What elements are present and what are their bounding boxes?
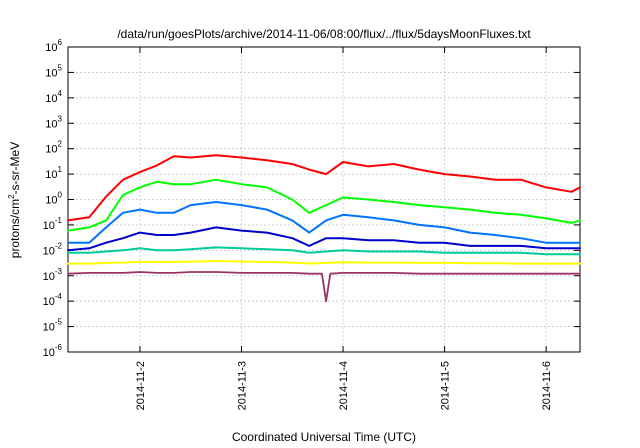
chart-title: /data/run/goesPlots/archive/2014-11-06/0…	[117, 27, 531, 41]
series-lines	[67, 154, 581, 303]
y-tick-exponent: 3	[58, 114, 63, 123]
y-tick-exponent: -2	[55, 241, 63, 250]
x-tick-labels: 2014-11-2 2014-11-3 2014-11-4 2014-11-5 2014…	[135, 361, 553, 410]
y-tick-exponent: 5	[58, 63, 63, 72]
y-tick-exponent: -6	[55, 343, 63, 352]
y-tick-exponent: -3	[55, 267, 63, 276]
y-tick-label: 104	[45, 89, 62, 105]
y-tick-label: 101	[45, 165, 62, 181]
y-tick-label: 10-3	[43, 267, 63, 283]
axis-ticks	[68, 46, 580, 353]
y-tick-label: 10-4	[43, 292, 63, 308]
y-axis-title-suffix: -s-sr-MeV	[8, 142, 22, 195]
x-axis-title: Coordinated Universal Time (UTC)	[232, 430, 416, 444]
y-tick-exponent: -4	[55, 292, 63, 301]
y-tick-label: 100	[45, 191, 62, 207]
y-tick-exponent: 6	[58, 38, 63, 47]
y-axis-title-prefix: protons/cm	[8, 199, 22, 258]
y-tick-exponent: -5	[55, 318, 63, 327]
y-tick-label: 102	[45, 140, 62, 156]
x-tick-label: 2014-11-4	[338, 361, 350, 410]
y-tick-base: 10	[43, 347, 55, 359]
series-line	[67, 226, 581, 252]
y-tick-base: 10	[43, 220, 55, 232]
y-tick-exponent: 0	[58, 191, 63, 200]
y-tick-base: 10	[45, 67, 57, 79]
y-tick-label: 10-6	[43, 343, 63, 359]
y-axis-title: protons/cm2-s-sr-MeV	[7, 142, 22, 258]
y-tick-label: 106	[45, 38, 62, 54]
y-tick-base: 10	[45, 42, 57, 54]
y-tick-label: 105	[45, 63, 62, 79]
y-tick-base: 10	[43, 322, 55, 334]
y-tick-exponent: 1	[58, 165, 63, 174]
y-tick-labels: 10610510410310210110010-110-210-310-410-…	[43, 38, 63, 359]
y-tick-base: 10	[43, 245, 55, 257]
y-tick-base: 10	[45, 144, 57, 156]
y-tick-exponent: -1	[55, 216, 63, 225]
y-tick-exponent: 2	[58, 140, 63, 149]
y-tick-label: 10-2	[43, 241, 63, 257]
x-tick-label: 2014-11-5	[440, 361, 452, 410]
y-tick-exponent: 4	[58, 89, 63, 98]
y-tick-label: 10-5	[43, 318, 63, 334]
x-tick-label: 2014-11-2	[135, 361, 147, 410]
y-axis-title-superscript: 2	[7, 194, 16, 199]
y-tick-base: 10	[43, 296, 55, 308]
series-line	[67, 246, 581, 256]
y-tick-base: 10	[45, 169, 57, 181]
series-line	[67, 271, 581, 303]
y-tick-base: 10	[45, 93, 57, 105]
y-tick-base: 10	[45, 195, 57, 207]
x-tick-label: 2014-11-3	[236, 361, 248, 410]
x-tick-label: 2014-11-6	[541, 361, 553, 410]
series-line	[67, 260, 581, 265]
y-tick-label: 103	[45, 114, 62, 130]
series-line	[67, 201, 581, 244]
y-tick-base: 10	[45, 118, 57, 130]
series-line	[67, 154, 581, 222]
y-tick-label: 10-1	[43, 216, 63, 232]
series-line	[67, 178, 581, 232]
grid	[68, 47, 580, 352]
y-tick-base: 10	[43, 271, 55, 283]
